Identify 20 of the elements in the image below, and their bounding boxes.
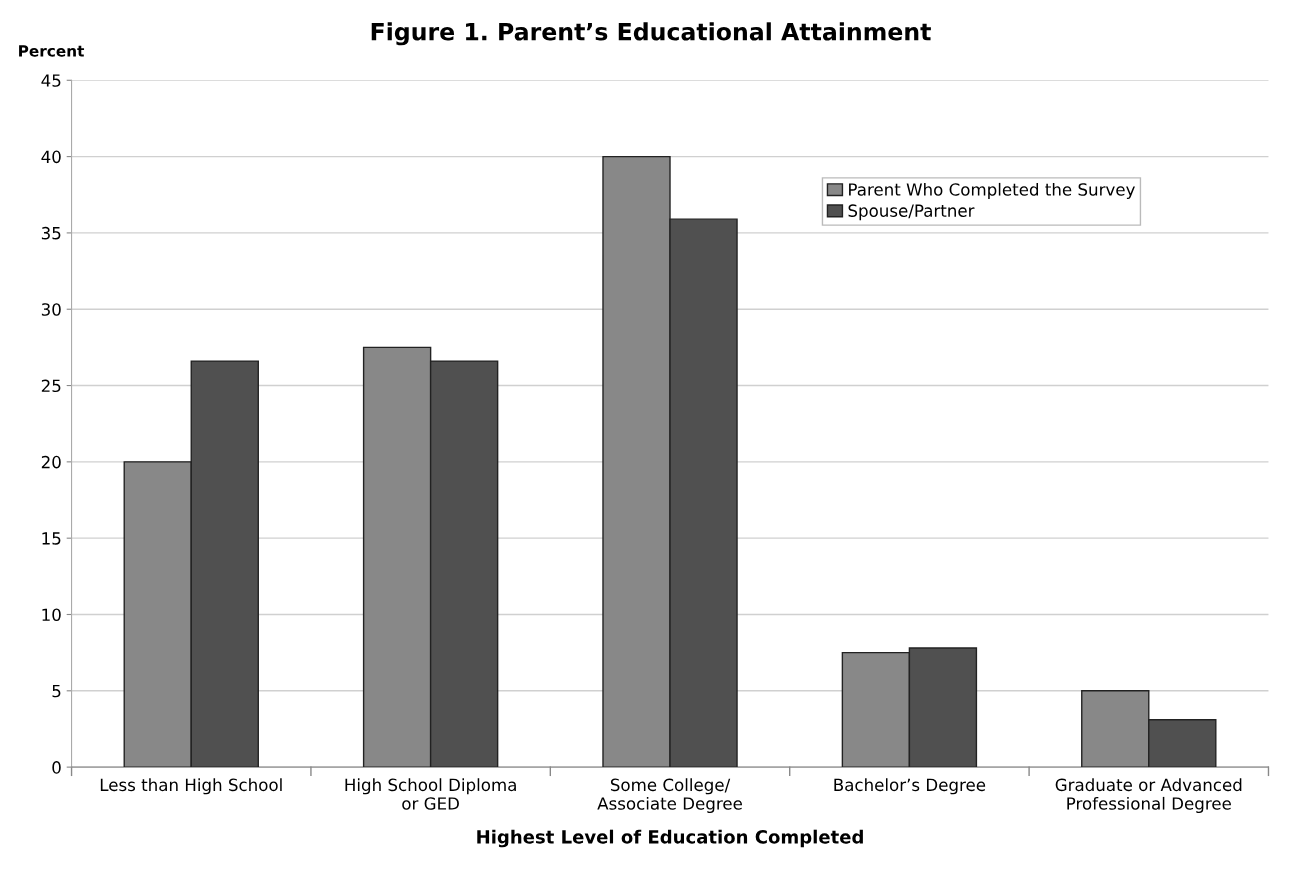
y-tick-label: 40 (41, 150, 61, 164)
x-tick-label: Some College/ Associate Degree (597, 778, 742, 814)
x-tick-label: Graduate or Advanced Professional Degree (1055, 778, 1242, 814)
x-tick-label: Bachelor’s Degree (834, 778, 986, 795)
y-tick-label: 30 (41, 303, 61, 316)
legend-label: Parent Who Completed the Survey (849, 182, 1135, 200)
y-tick-label: 25 (41, 379, 61, 393)
y-tick-label: 15 (42, 532, 61, 545)
y-tick-label: 35 (41, 226, 61, 240)
y-tick-label: 45 (41, 74, 61, 87)
y-tick-label: 20 (41, 455, 61, 469)
x-tick-label: High School Diploma or GED (345, 778, 516, 810)
y-tick-label: 5 (52, 684, 61, 698)
y-tick-label: 0 (52, 761, 61, 774)
x-tick-label: Less than High School (100, 778, 282, 795)
chart-title: Figure 1. Parent’s Educational Attainment (371, 22, 931, 46)
legend-label: Spouse/Partner (848, 204, 975, 221)
y-tick-label: 10 (42, 608, 61, 622)
x-axis-title: Highest Level of Education Completed (477, 829, 863, 848)
y-axis-title: Percent (19, 45, 85, 57)
